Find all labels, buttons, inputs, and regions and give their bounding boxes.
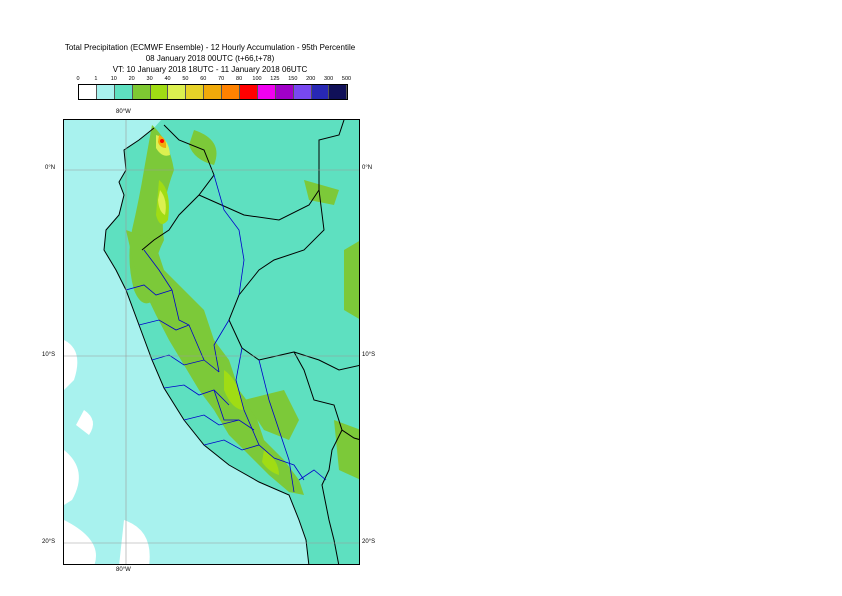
precipitation-map xyxy=(63,119,360,565)
legend-label-7: 60 xyxy=(200,76,207,82)
legend-label-14: 300 xyxy=(324,76,334,82)
legend-swatch-12 xyxy=(293,85,312,99)
precip-20-30mm xyxy=(126,125,359,495)
legend-label-9: 80 xyxy=(236,76,243,82)
precip-80-100mm xyxy=(160,139,164,143)
lat-label-10-left: 10°S xyxy=(42,352,56,358)
lat-label-20-left: 20°S xyxy=(42,539,56,545)
lat-label-10-right: 10°S xyxy=(362,352,376,358)
lon-label-bottom: 80°W xyxy=(116,567,131,573)
legend-swatch-14 xyxy=(329,85,348,99)
legend-label-0: 0 xyxy=(76,76,80,82)
graticule xyxy=(64,120,359,564)
lat-label-20-right: 20°S xyxy=(362,539,376,545)
legend-swatch-4 xyxy=(150,85,169,99)
legend-label-10: 100 xyxy=(252,76,262,82)
legend-label-15: 500 xyxy=(341,76,352,82)
lat-label-0-right: 0°N xyxy=(362,165,373,171)
legend-swatch-13 xyxy=(311,85,330,99)
legend-label-4: 30 xyxy=(146,76,153,82)
legend-swatch-10 xyxy=(257,85,276,99)
legend-swatch-2 xyxy=(114,85,133,99)
ocean-dry-patches xyxy=(64,340,150,564)
map-svg xyxy=(64,120,359,564)
legend-swatch-5 xyxy=(168,85,187,99)
lat-label-0-left: 0°N xyxy=(45,165,56,171)
title-line-2: 08 January 2018 00UTC (t+66,t+78) xyxy=(145,54,275,63)
legend-label-8: 70 xyxy=(218,76,225,82)
legend-label-1: 1 xyxy=(94,76,98,82)
legend-label-5: 40 xyxy=(164,76,171,82)
legend-label-11: 125 xyxy=(270,76,280,82)
legend-label-12: 150 xyxy=(288,76,298,82)
title-line-1: Total Precipitation (ECMWF Ensemble) - 1… xyxy=(64,43,356,52)
legend-label-2: 10 xyxy=(110,76,117,82)
legend-swatch-7 xyxy=(204,85,223,99)
region-boundaries xyxy=(125,174,327,493)
legend-swatch-8 xyxy=(222,85,241,99)
legend-swatch-11 xyxy=(275,85,294,99)
title-line-3: VT: 10 January 2018 18UTC - 11 January 2… xyxy=(112,65,308,74)
legend-swatch-0 xyxy=(79,85,97,99)
legend-swatch-1 xyxy=(96,85,115,99)
legend-label-13: 200 xyxy=(306,76,316,82)
lon-label-top: 80°W xyxy=(116,109,131,115)
legend-color-bar xyxy=(78,84,349,100)
legend-swatch-6 xyxy=(186,85,205,99)
legend-swatch-9 xyxy=(240,85,258,99)
legend-label-3: 20 xyxy=(128,76,135,82)
legend-swatch-3 xyxy=(132,85,151,99)
legend-label-6: 50 xyxy=(182,76,189,82)
